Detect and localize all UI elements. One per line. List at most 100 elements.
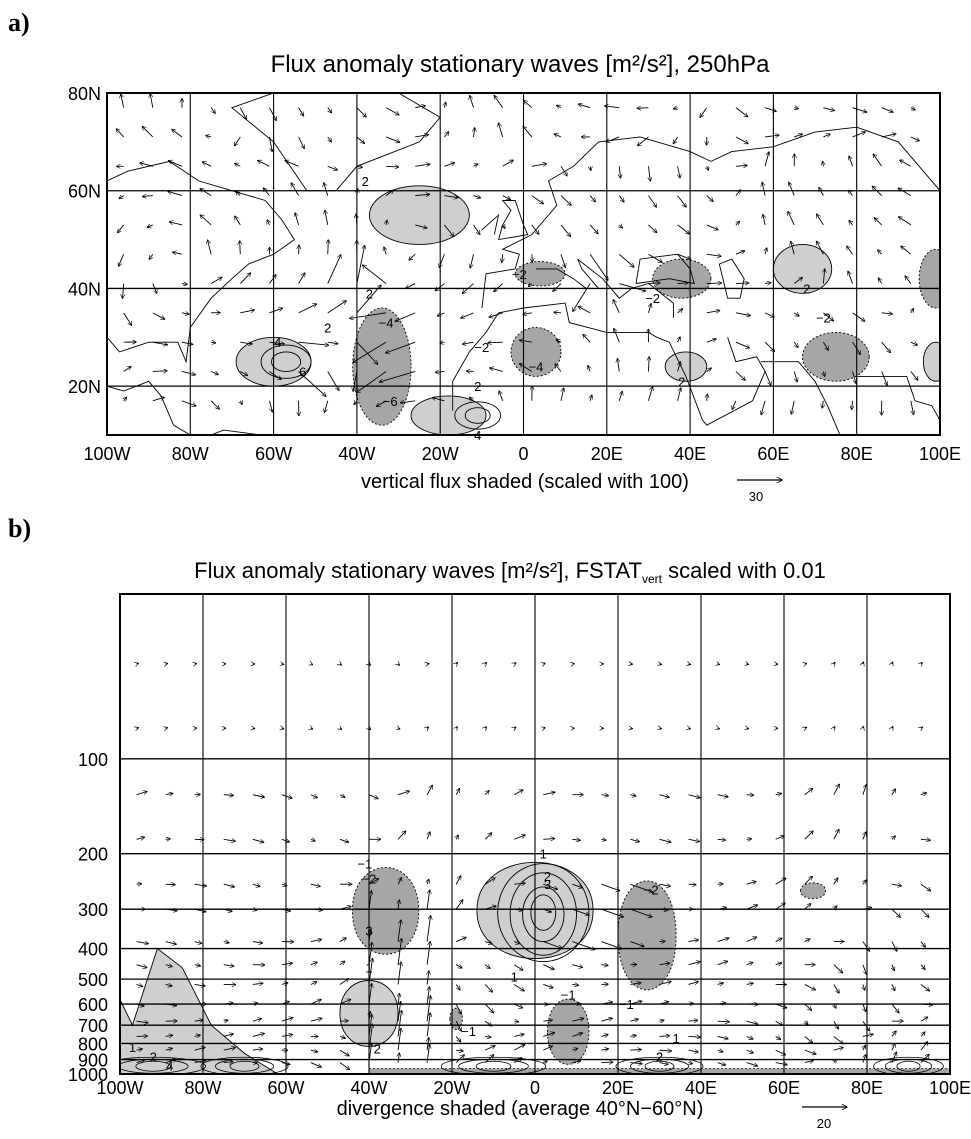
vector-arrow [700, 107, 708, 118]
vector-arrow [368, 794, 378, 799]
vector-arrow [746, 1050, 754, 1053]
vector-arrow [920, 1017, 928, 1022]
vector-arrow [762, 182, 766, 196]
vector-arrow [804, 831, 813, 840]
vector-arrow [298, 273, 305, 284]
vector-arrow [717, 1050, 723, 1052]
vector-arrow [717, 1003, 726, 1004]
vector-arrow [878, 250, 882, 255]
vector-arrow [269, 308, 282, 314]
vector-arrow [601, 1049, 608, 1050]
vector-arrow [678, 166, 680, 178]
contour-label-b-5: 3 [544, 877, 551, 892]
vector-arrow [439, 254, 445, 267]
vector-arrow [200, 189, 212, 196]
vector-arrow [121, 94, 125, 108]
vector-arrow [764, 341, 775, 351]
vector-arrow [269, 342, 284, 344]
vector-arrow [118, 254, 125, 266]
vector-arrow [816, 241, 824, 255]
vector-arrow [804, 876, 813, 885]
vector-arrow [560, 224, 571, 237]
vector-arrow [881, 371, 888, 385]
vector-arrow [456, 835, 458, 839]
vector-arrow [557, 105, 562, 107]
coastline-4 [452, 302, 704, 421]
vector-arrow [630, 941, 644, 947]
vector-arrow [673, 136, 678, 144]
vector-arrow [891, 908, 900, 917]
vector-arrow [678, 362, 681, 372]
vector-arrow [444, 163, 454, 167]
x-tick-b: 80W [184, 1078, 221, 1098]
vector-arrow [136, 884, 142, 885]
vector-arrow [456, 662, 457, 663]
vector-arrow [484, 1003, 493, 1013]
vector-arrow [484, 878, 495, 885]
vector-arrow [804, 939, 810, 942]
shade-region-a-11 [922, 341, 940, 382]
vector-arrow [543, 792, 555, 795]
vector-arrow [398, 728, 400, 729]
vector-arrow [165, 942, 177, 945]
coastline-13 [718, 258, 745, 299]
vector-arrow [892, 836, 896, 839]
surface-contour-4 [896, 1060, 921, 1072]
vector-arrow [339, 961, 345, 965]
vector-arrow [659, 884, 671, 886]
vector-arrow [881, 134, 896, 138]
shade-b-east-negative [617, 880, 677, 991]
vector-arrow [490, 368, 503, 372]
vector-arrow [618, 195, 624, 203]
vector-arrow [354, 401, 357, 405]
vector-arrow [873, 154, 883, 167]
contour-label-a-15: −2 [816, 311, 831, 326]
vector-arrow [572, 883, 582, 888]
contour-ring-a-1 [260, 344, 312, 379]
vector-arrow [863, 1055, 866, 1063]
vector-arrow [791, 241, 795, 255]
vector-arrow [152, 371, 167, 372]
vector-arrow [169, 222, 183, 226]
vector-arrow [328, 107, 332, 113]
vector-arrow [437, 313, 445, 316]
vector-arrow [920, 908, 929, 917]
vector-arrow [618, 253, 634, 267]
vector-arrow [427, 832, 430, 840]
vector-arrow [210, 277, 222, 284]
vector-arrow [920, 984, 930, 990]
vector-arrow [531, 195, 544, 204]
vector-arrow [165, 1004, 177, 1006]
vector-arrow [543, 964, 554, 970]
vector-arrow [223, 965, 234, 967]
vector-arrow [456, 788, 459, 795]
vector-arrow [291, 183, 299, 196]
contour-label-a-11: 2 [474, 379, 481, 394]
vector-arrow [268, 400, 272, 412]
vector-arrow [572, 941, 595, 950]
surface-contour-1 [200, 1056, 289, 1074]
vector-arrow [123, 366, 131, 372]
vector-arrow [747, 664, 749, 665]
contour-label-b-4: 2 [544, 869, 551, 884]
vector-arrow [136, 1004, 145, 1006]
vector-arrow [398, 900, 399, 910]
vector-arrow [444, 132, 448, 138]
contour-ring-a-0 [271, 351, 302, 372]
vector-arrow [706, 339, 716, 343]
vector-arrow [514, 883, 525, 884]
contour-label-b-11: −1 [461, 1024, 476, 1039]
vector-arrow [543, 728, 545, 729]
vector-arrow [717, 1063, 726, 1066]
vector-arrow [484, 833, 492, 840]
vector-arrow [172, 129, 183, 138]
vector-arrow [357, 189, 358, 196]
vector-arrow [136, 1021, 149, 1023]
vector-arrow [630, 1063, 642, 1064]
vector-arrow [849, 220, 853, 226]
vector-arrow [775, 1003, 787, 1008]
vector-arrow [863, 1045, 866, 1051]
vector-arrow [863, 880, 866, 884]
vector-arrow [848, 271, 853, 284]
